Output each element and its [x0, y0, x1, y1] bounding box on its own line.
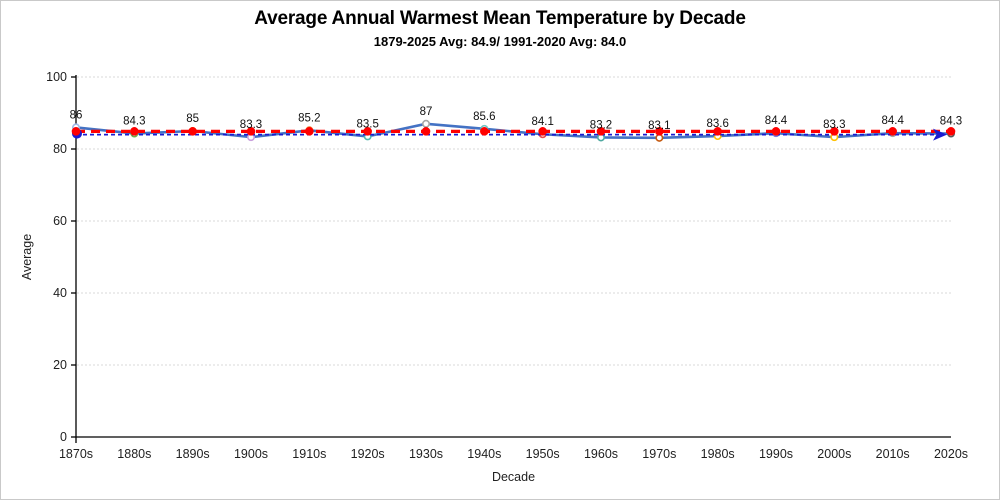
- avg-point-marker: [888, 127, 897, 136]
- avg-point-marker: [421, 127, 431, 136]
- x-tick-label: 1970s: [642, 447, 676, 461]
- x-axis-title: Decade: [492, 470, 535, 484]
- data-point-label: 84.3: [940, 116, 962, 128]
- chart-title: Average Annual Warmest Mean Temperature …: [254, 8, 746, 29]
- data-point-label: 84.4: [765, 115, 788, 127]
- y-tick-label: 80: [53, 142, 67, 156]
- chart-subtitle: 1879-2025 Avg: 84.9/ 1991-2020 Avg: 84.0: [373, 34, 627, 49]
- x-tick-label: 1890s: [176, 447, 210, 461]
- data-point-label: 83.1: [648, 120, 670, 132]
- avg-point-marker: [246, 127, 256, 136]
- data-point-label: 85.6: [473, 111, 495, 123]
- avg-point-marker: [830, 127, 839, 136]
- avg-point-marker: [713, 127, 722, 136]
- data-point-marker: [421, 119, 430, 128]
- x-tick-label: 1910s: [292, 447, 326, 461]
- avg-point-marker: [946, 127, 956, 136]
- x-tick-label: 1980s: [701, 447, 735, 461]
- x-tick-label: 1930s: [409, 447, 443, 461]
- avg-point-marker: [538, 127, 547, 136]
- x-tick-label: 1880s: [117, 447, 151, 461]
- x-tick-label: 1920s: [351, 447, 385, 461]
- y-tick-label: 60: [53, 214, 67, 228]
- x-tick-label: 2000s: [817, 447, 851, 461]
- data-point-label: 86: [70, 109, 83, 121]
- data-point-label: 84.3: [123, 116, 145, 128]
- x-tick-label: 1950s: [526, 447, 560, 461]
- data-point-label: 83.2: [590, 119, 612, 131]
- y-tick-label: 0: [60, 430, 67, 444]
- x-tick-label: 2020s: [934, 447, 968, 461]
- avg-point-marker: [130, 127, 139, 136]
- x-tick-label: 1990s: [759, 447, 793, 461]
- data-point-label: 85: [186, 113, 199, 125]
- data-point-label: 84.1: [531, 116, 553, 128]
- y-tick-label: 40: [53, 286, 67, 300]
- avg-point-marker: [188, 127, 197, 136]
- data-point-label: 83.6: [706, 118, 728, 130]
- avg-point-marker: [771, 127, 781, 136]
- avg-point-marker: [596, 127, 606, 136]
- avg-point-marker: [71, 127, 81, 136]
- x-tick-label: 1870s: [59, 447, 93, 461]
- y-axis-title: Average: [20, 234, 34, 280]
- x-tick-label: 1940s: [467, 447, 501, 461]
- x-tick-label: 1960s: [584, 447, 618, 461]
- avg-point-marker: [363, 127, 372, 136]
- y-tick-label: 100: [46, 70, 67, 84]
- x-tick-label: 2010s: [876, 447, 910, 461]
- data-point-label: 83.3: [240, 119, 262, 131]
- data-point-label: 84.4: [881, 115, 904, 127]
- data-point-label: 83.5: [356, 118, 378, 130]
- x-tick-label: 1900s: [234, 447, 268, 461]
- navy-line-arrow-icon: [933, 128, 947, 141]
- data-point-label: 83.3: [823, 119, 845, 131]
- avg-point-marker: [480, 127, 489, 136]
- data-point-label: 87: [420, 106, 433, 118]
- y-tick-label: 20: [53, 358, 67, 372]
- avg-point-marker: [305, 127, 314, 136]
- avg-point-marker: [655, 127, 664, 136]
- data-point-label: 85.2: [298, 112, 320, 124]
